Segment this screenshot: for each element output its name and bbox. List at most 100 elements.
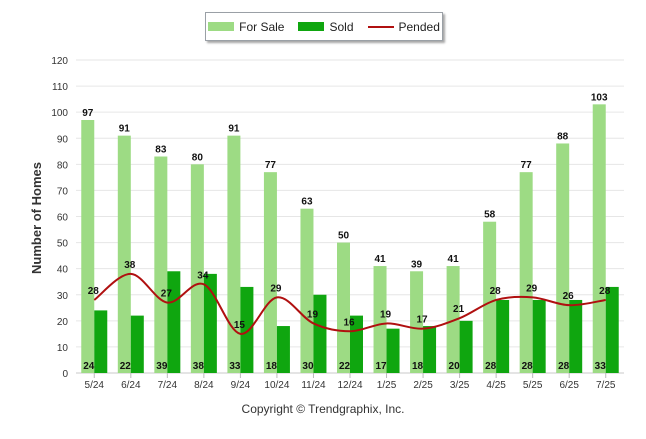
pended-value-label: 26 [563, 291, 575, 302]
for-sale-value-label: 63 [301, 197, 313, 208]
sold-bar [532, 299, 546, 373]
x-tick-label: 6/24 [121, 380, 141, 391]
y-tick-label: 20 [57, 317, 69, 328]
y-tick-label: 30 [57, 291, 69, 302]
x-tick-label: 7/24 [158, 380, 178, 391]
sold-bar [203, 273, 217, 373]
for-sale-bar [154, 156, 168, 373]
for-sale-bar [373, 266, 387, 373]
data-labels: 97 24 91 22 83 39 80 38 91 33 77 18 63 30 50 22 41 17 39 18… [82, 92, 611, 372]
for-sale-value-label: 77 [265, 160, 277, 171]
y-axis-title: Number of Homes [29, 162, 44, 274]
x-tick-label: 4/25 [486, 380, 506, 391]
legend-label-pended: Pended [398, 19, 440, 34]
sold-value-label: 28 [485, 361, 497, 372]
for-sale-value-label: 58 [484, 210, 496, 221]
sold-value-label: 24 [83, 361, 95, 372]
x-tick-label: 2/25 [413, 380, 433, 391]
sold-value-label: 28 [522, 361, 534, 372]
pended-value-label: 17 [417, 315, 429, 326]
sold-bar [386, 328, 400, 373]
y-tick-label: 120 [51, 56, 68, 67]
sold-value-label: 22 [339, 361, 351, 372]
sold-bar [167, 271, 181, 373]
sold-value-label: 22 [120, 361, 132, 372]
for-sale-value-label: 41 [374, 254, 386, 265]
for-sale-value-label: 83 [155, 145, 167, 156]
pended-value-label: 28 [599, 286, 611, 297]
pended-value-label: 27 [161, 289, 173, 300]
pended-value-label: 28 [88, 286, 100, 297]
for-sale-bar [483, 221, 497, 373]
x-tick-label: 8/24 [194, 380, 214, 391]
y-tick-label: 50 [57, 239, 69, 250]
sold-value-label: 18 [412, 361, 424, 372]
pended-line [93, 272, 606, 335]
for-sale-bar [227, 135, 241, 373]
x-tick-label: 5/24 [85, 380, 105, 391]
x-tick-label: 5/25 [523, 380, 543, 391]
y-tick-label: 110 [52, 82, 68, 93]
sold-value-label: 18 [266, 361, 278, 372]
for-sale-value-label: 41 [448, 254, 460, 265]
for-sale-bar [556, 143, 570, 373]
legend-label-sold: Sold [329, 19, 354, 34]
for-sale-value-label: 97 [82, 108, 94, 119]
for-sale-swatch [208, 22, 235, 31]
y-axis: 0 10 20 30 40 50 60 70 80 90 100 110 120 [51, 56, 68, 380]
for-sale-bar [117, 135, 131, 373]
sold-value-label: 33 [229, 361, 241, 372]
for-sale-value-label: 39 [411, 259, 423, 270]
pended-value-label: 28 [490, 286, 502, 297]
legend-item-for-sale[interactable]: For Sale [208, 20, 284, 34]
y-tick-label: 40 [57, 265, 69, 276]
y-tick-label: 100 [51, 108, 68, 119]
sold-bar [94, 310, 108, 373]
y-tick-label: 70 [57, 186, 69, 197]
sold-value-label: 38 [193, 361, 205, 372]
pended-value-label: 15 [234, 320, 246, 331]
sold-bar [130, 315, 144, 373]
pended-swatch [367, 25, 394, 28]
sold-bar [605, 286, 619, 373]
sold-value-label: 20 [449, 361, 461, 372]
for-sale-bar [337, 242, 350, 373]
sold-value-label: 28 [558, 361, 570, 372]
for-sale-bar [410, 271, 424, 373]
legend-item-sold[interactable]: Sold [298, 19, 354, 34]
for-sale-bar [300, 208, 314, 373]
legend-item-pended[interactable]: Pended [367, 19, 440, 34]
sold-swatch [298, 22, 325, 31]
for-sale-value-label: 80 [192, 152, 204, 163]
pended-value-label: 16 [343, 317, 355, 328]
pended-value-label: 34 [197, 270, 209, 281]
for-sale-value-label: 50 [338, 231, 350, 242]
for-sale-bar [519, 172, 533, 373]
sold-value-label: 17 [375, 361, 387, 372]
for-sale-bar [446, 266, 460, 373]
x-tick-label: 12/24 [337, 380, 362, 391]
pended-value-label: 19 [380, 309, 392, 320]
y-tick-label: 60 [57, 213, 69, 224]
legend-label-for-sale: For Sale [239, 19, 285, 34]
for-sale-bar [81, 119, 95, 373]
for-sale-value-label: 91 [119, 124, 131, 135]
sold-bar [423, 326, 437, 373]
x-tick-label: 6/25 [559, 380, 579, 391]
sold-bar [276, 326, 290, 373]
sold-bar [459, 320, 473, 373]
sold-value-label: 33 [595, 361, 607, 372]
x-tick-label: 3/25 [450, 380, 470, 391]
x-tick-label: 7/25 [596, 380, 616, 391]
x-tick-label: 10/24 [264, 380, 289, 391]
y-tick-label: 10 [57, 343, 69, 354]
for-sale-value-label: 77 [521, 160, 533, 171]
x-tick-label: 1/25 [377, 380, 397, 391]
pended-line-layer [93, 272, 606, 335]
for-sale-value-label: 91 [228, 124, 240, 135]
pended-value-label: 19 [307, 309, 319, 320]
for-sale-bar [190, 164, 204, 373]
x-tick-label: 9/24 [231, 380, 251, 391]
